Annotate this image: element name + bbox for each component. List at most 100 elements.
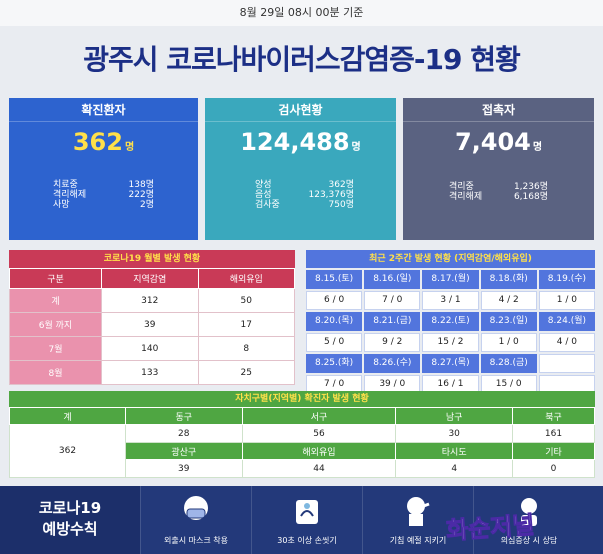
district-header: 광산구 — [125, 442, 243, 460]
row-value: 123,376명 — [308, 190, 355, 200]
table-row: 8월 133 25 — [9, 360, 295, 385]
daily-date: 8.15.(토) — [306, 270, 363, 289]
contacts-card: 접촉자 7,404 명 격리중 1,236명 격리해제 6,168명 — [403, 98, 594, 240]
page-title: 광주시 코로나바이러스감염증-19 현황 — [83, 43, 520, 76]
district-header: 서구 — [241, 407, 397, 425]
district-value: 56 — [241, 424, 397, 443]
prevention-title: 코로나19 예방수칙 — [0, 486, 140, 554]
tests-value: 124,488 — [240, 128, 350, 156]
contacts-breakdown: 격리중 1,236명 격리해제 6,168명 — [449, 182, 548, 202]
daily-date: 8.19.(수) — [538, 270, 595, 289]
row-label: 격리중 — [449, 182, 474, 192]
district-header: 해외유입 — [241, 442, 397, 460]
tests-unit: 명 — [351, 142, 361, 153]
contacts-unit: 명 — [532, 142, 543, 153]
daily-value: 15 / 2 — [422, 333, 479, 352]
district-table: 자치구별(지역별) 확진자 발생 현황 계 동구 서구 남구 북구 362 28… — [9, 391, 596, 478]
table-row: 362 28 56 30 161 — [9, 424, 596, 478]
district-header: 남구 — [395, 407, 513, 425]
district-value: 0 — [511, 459, 596, 478]
prevention-tip: 30초 이상 손씻기 — [251, 486, 362, 554]
monthly-table-title: 코로나19 월별 발생 현황 — [9, 250, 295, 268]
daily-date: 8.23.(일) — [480, 312, 537, 331]
row-value: 750명 — [328, 200, 354, 210]
prevention-tip: 외출시 마스크 착용 — [140, 486, 251, 554]
prevention-tip-label: 의심증상 시 상담 — [500, 536, 558, 545]
daily-value: 5 / 0 — [306, 333, 363, 352]
cough-etiquette-icon — [407, 497, 430, 526]
row-value: 1,236명 — [513, 182, 548, 192]
monthly-overseas: 8 — [197, 336, 295, 361]
monthly-row-label: 7월 — [9, 336, 102, 361]
prevention-tip: 의심증상 시 상담 — [473, 486, 584, 554]
district-header: 타시도 — [395, 442, 513, 460]
row-label: 양성 — [255, 180, 272, 190]
district-value: 30 — [395, 424, 513, 443]
monthly-row-label: 8월 — [9, 360, 102, 385]
contacts-value: 7,404 — [454, 128, 531, 156]
watermark-logo: 화순저널 — [445, 509, 536, 546]
row-value: 362명 — [328, 180, 354, 190]
row-label: 격리해제 — [53, 190, 87, 200]
monthly-local: 133 — [101, 360, 199, 385]
daily-grid: 8.15.(토) 8.16.(일) 8.17.(월) 8.18.(화) 8.19… — [306, 270, 595, 394]
daily-value: 4 / 2 — [480, 291, 537, 310]
contacts-card-title: 접촉자 — [403, 98, 594, 122]
row-value: 222명 — [128, 190, 154, 200]
district-total-label: 계 — [9, 407, 126, 425]
tests-row: 양성 362명 — [255, 180, 354, 190]
monthly-overseas: 17 — [197, 312, 295, 337]
daily-value: 1 / 0 — [480, 333, 537, 352]
daily-date: 8.21.(금) — [364, 312, 421, 331]
prevention-tip-label: 외출시 마스크 착용 — [164, 536, 228, 545]
tests-row: 음성 123,376명 — [255, 190, 354, 200]
monthly-local: 312 — [101, 288, 199, 313]
contacts-row: 격리해제 6,168명 — [449, 192, 548, 202]
monthly-overseas: 25 — [197, 360, 295, 385]
daily-date: 8.25.(화) — [306, 354, 363, 373]
daily-value: 9 / 2 — [364, 333, 421, 352]
prevention-banner: 코로나19 예방수칙 외출시 마스크 착용 30초 이상 손씻기 기침 예절 지… — [0, 486, 603, 554]
monthly-header: 구분 — [9, 268, 102, 289]
district-value: 39 — [125, 459, 243, 478]
row-value: 2명 — [139, 200, 154, 210]
monthly-header: 지역감염 — [101, 268, 199, 289]
confirmed-breakdown: 치료중 138명 격리해제 222명 사망 2명 — [53, 180, 154, 210]
prevention-tip-label: 30초 이상 손씻기 — [277, 536, 337, 545]
daily-date: 8.20.(목) — [306, 312, 363, 331]
daily-table: 최근 2주간 발생 현황 (지역감염/해외유입) 8.15.(토) 8.16.(… — [306, 250, 595, 394]
timestamp: 8월 29일 08시 00분 기준 — [239, 6, 364, 19]
confirmed-card-title: 확진환자 — [9, 98, 198, 122]
daily-value: 6 / 0 — [306, 291, 363, 310]
daily-table-title: 최근 2주간 발생 현황 (지역감염/해외유입) — [306, 250, 595, 268]
tests-row: 검사중 750명 — [255, 200, 354, 210]
daily-date: 8.16.(일) — [364, 270, 421, 289]
prevention-title-line: 코로나19 — [38, 499, 102, 517]
consultation-icon — [521, 498, 537, 526]
monthly-row-label: 6월 까지 — [9, 312, 102, 337]
daily-empty — [538, 354, 595, 373]
district-table-title: 자치구별(지역별) 확진자 발생 현황 — [9, 391, 595, 407]
contacts-row: 격리중 1,236명 — [449, 182, 548, 192]
row-label: 검사중 — [255, 200, 280, 210]
daily-date: 8.17.(월) — [422, 270, 479, 289]
tests-count: 124,488 명 — [205, 128, 396, 156]
confirmed-row: 사망 2명 — [53, 200, 154, 210]
daily-date: 8.26.(수) — [364, 354, 421, 373]
daily-date: 8.28.(금) — [480, 354, 537, 373]
district-value: 28 — [125, 424, 243, 443]
monthly-row-label: 계 — [9, 288, 102, 313]
confirmed-card: 확진환자 362 명 치료중 138명 격리해제 222명 사망 2명 — [9, 98, 198, 240]
monthly-overseas: 50 — [197, 288, 295, 313]
handwash-icon — [296, 500, 318, 524]
tests-card-title: 검사현황 — [205, 98, 396, 122]
monthly-table: 코로나19 월별 발생 현황 구분 지역감염 해외유입 계 312 50 6월 … — [9, 250, 295, 385]
confirmed-unit: 명 — [124, 142, 135, 153]
prevention-title-line: 예방수칙 — [42, 520, 98, 538]
tests-card: 검사현황 124,488 명 양성 362명 음성 123,376명 검사중 750명 — [205, 98, 396, 240]
daily-value: 4 / 0 — [538, 333, 595, 352]
table-row: 광산구 해외유입 타시도 기타 — [10, 442, 596, 460]
row-value: 6,168명 — [513, 192, 548, 202]
confirmed-count: 362 명 — [9, 128, 198, 156]
row-label: 음성 — [255, 190, 272, 200]
